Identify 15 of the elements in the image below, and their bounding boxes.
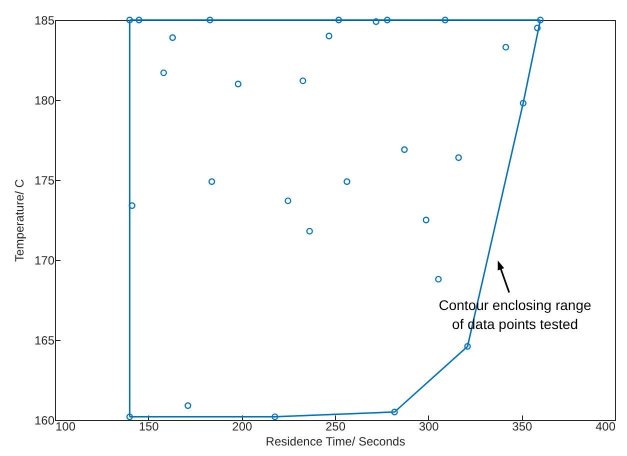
y-tick-label: 170 bbox=[34, 254, 55, 268]
x-tick-label: 250 bbox=[325, 420, 346, 434]
x-tick-label: 150 bbox=[138, 420, 160, 434]
y-tick-label: 180 bbox=[34, 94, 55, 108]
y-tick-label: 160 bbox=[34, 414, 55, 428]
x-tick-label: 350 bbox=[512, 420, 532, 434]
x-tick-label: 400 bbox=[595, 420, 616, 434]
x-axis-title: Residence Time/ Seconds bbox=[266, 434, 406, 448]
y-tick-label: 185 bbox=[34, 14, 55, 28]
x-tick-label: 200 bbox=[232, 420, 252, 434]
y-axis-title: Temperature/ C bbox=[12, 178, 26, 262]
x-tick-label: 100 bbox=[56, 420, 76, 434]
x-tick-label: 300 bbox=[418, 420, 440, 434]
y-tick-label: 165 bbox=[34, 334, 55, 348]
y-tick-label: 175 bbox=[34, 174, 55, 188]
